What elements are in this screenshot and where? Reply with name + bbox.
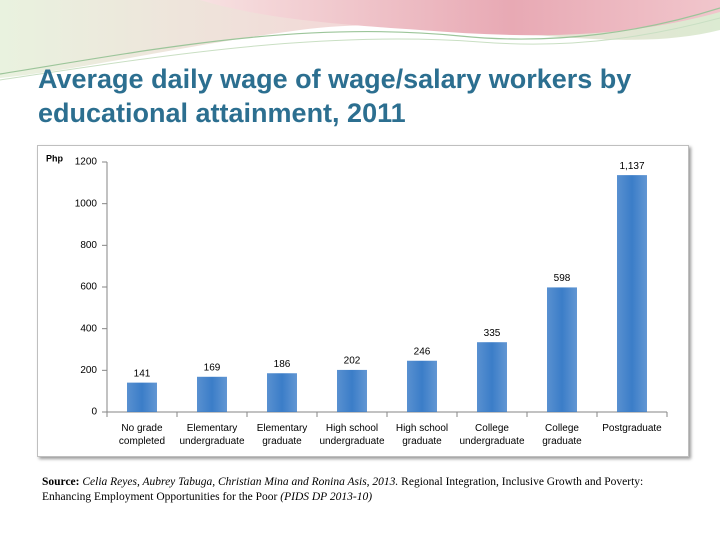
chart: Php 0 200 400 600 800 1000 1200 141 169 186 202 246… [46, 153, 668, 418]
data-label: 186 [274, 359, 291, 370]
decoration [0, 0, 720, 81]
bar [617, 175, 647, 412]
chart-frame: Php 0 200 400 600 800 1000 1200 141 169 186 202 246… [37, 145, 689, 457]
data-label: 141 [134, 368, 151, 379]
bar [197, 376, 227, 412]
data-label: 335 [484, 328, 501, 339]
wave-line [0, 7, 720, 75]
x-tick-label: Elementary graduate [256, 423, 308, 447]
data-label: 169 [204, 362, 221, 373]
source-title: Regional Integration, Inclusive Growth a… [42, 476, 644, 503]
data-label: 202 [344, 356, 361, 367]
source-note: Source: Celia Reyes, Aubrey Tabuga, Chri… [42, 475, 672, 505]
bar [547, 287, 577, 412]
y-tick-label: 600 [80, 282, 97, 293]
wave [200, 0, 720, 36]
y-tick-label: 200 [80, 365, 97, 376]
source-series: (PIDS DP 2013-10) [280, 491, 373, 503]
y-tick-label: 1000 [75, 198, 98, 209]
data-label: 246 [414, 346, 431, 357]
slide-title: Average daily wage of wage/salary worker… [38, 64, 632, 128]
x-tick-label: College graduate [542, 423, 582, 447]
source-label: Source: [42, 476, 80, 488]
x-tick-label: High school undergraduate [319, 423, 385, 447]
bar [337, 369, 367, 412]
y-tick-label: 800 [80, 240, 97, 251]
wave-line [0, 17, 720, 81]
y-axis-label: Php [46, 153, 64, 163]
y-tick-label: 1200 [75, 157, 98, 168]
x-tick-label: Postgraduate [602, 423, 662, 434]
bar [127, 382, 157, 412]
source-authors: Celia Reyes, Aubrey Tabuga, Christian Mi… [82, 476, 399, 488]
x-tick-label: College undergraduate [459, 423, 525, 447]
bar [477, 342, 507, 412]
y-tick-label: 0 [91, 407, 97, 418]
data-label: 1,137 [619, 161, 644, 172]
x-tick-label: No grade completed [118, 423, 166, 447]
x-tick-label: High school graduate [395, 423, 449, 447]
data-label: 598 [554, 273, 571, 284]
bar [407, 360, 437, 412]
y-tick-label: 400 [80, 323, 97, 334]
bar [267, 373, 297, 412]
x-tick-label: Elementary undergraduate [179, 423, 245, 447]
